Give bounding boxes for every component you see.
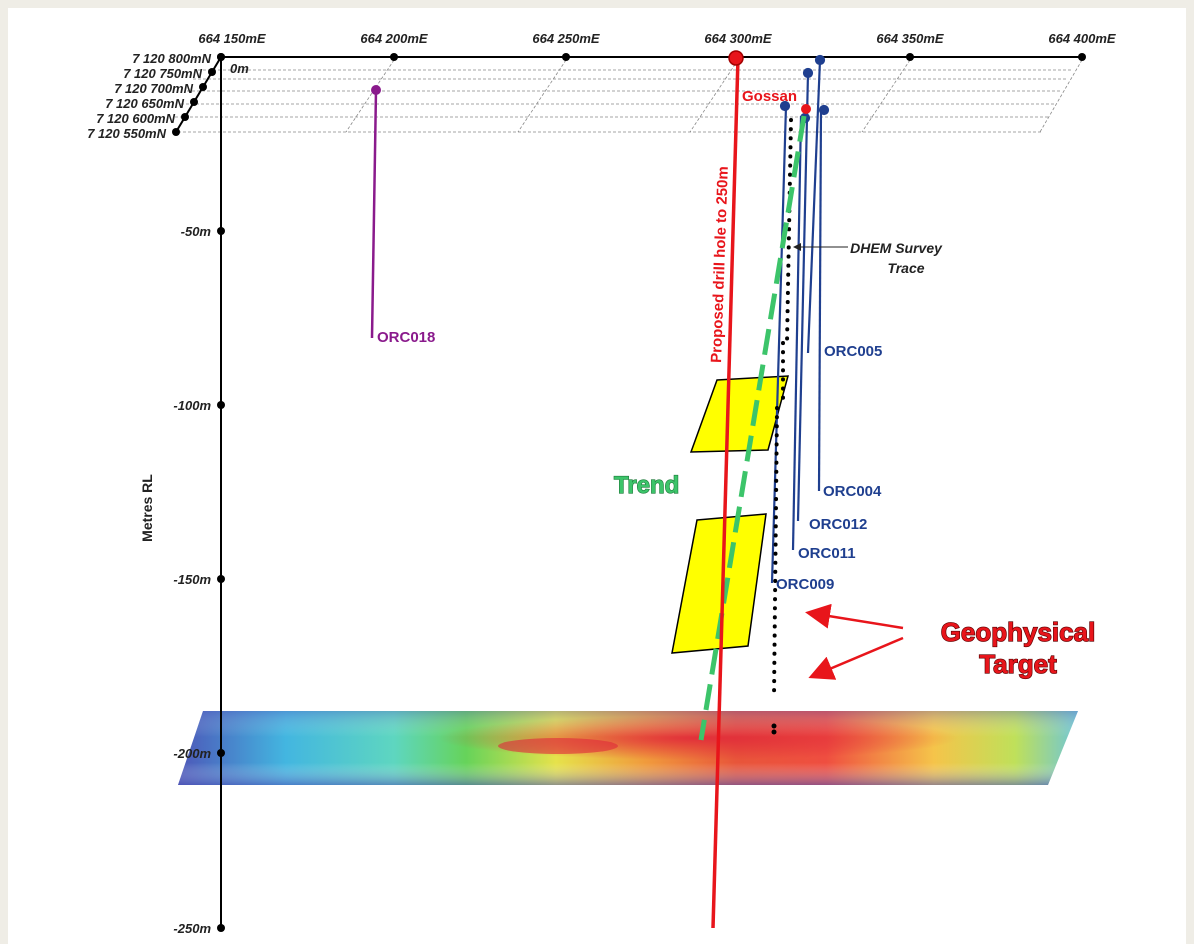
easting-tick [906, 53, 914, 61]
depth-label: -50m [181, 224, 212, 239]
proposed-hole-label: Proposed drill hole to 250m [708, 166, 732, 363]
northing-label: 7 120 750mN [123, 66, 202, 81]
target-label-line2: Target [979, 649, 1057, 679]
target-plate-upper [689, 375, 789, 453]
figure-frame: 664 150mE 664 200mE 664 250mE 664 300mE … [8, 8, 1186, 944]
easting-label: 664 300mE [704, 31, 772, 46]
orc009-label: ORC009 [776, 576, 834, 593]
vertical-axis-title: Metres RL [139, 474, 155, 542]
northing-label: 7 120 550mN [87, 126, 166, 141]
orc005-label: ORC005 [824, 343, 882, 360]
easting-label: 664 200mE [360, 31, 428, 46]
northing-tick [190, 98, 198, 106]
orc004-label: ORC004 [823, 483, 882, 500]
depth-label: -200m [173, 746, 211, 761]
northing-label: 7 120 800mN [132, 51, 211, 66]
depth-tick [217, 227, 225, 235]
orc011-label: ORC011 [798, 545, 856, 562]
gossan-marker [801, 104, 811, 114]
depth-tick [217, 401, 225, 409]
proposed-drill-hole [711, 57, 740, 929]
depth-label: -250m [173, 921, 211, 936]
dhem-conductivity-plate [178, 711, 1078, 785]
depth-tick [217, 575, 225, 583]
target-callout [805, 603, 904, 680]
northing-tick [217, 53, 225, 61]
northing-tick [172, 128, 180, 136]
trend-label: Trend [614, 472, 679, 499]
northing-label: 7 120 600mN [96, 111, 175, 126]
depth-tick [217, 924, 225, 932]
trend-line [698, 115, 807, 741]
northing-axis: 7 120 800mN 7 120 750mN 7 120 700mN 7 12… [87, 51, 249, 141]
easting-tick [562, 53, 570, 61]
northing-label: 7 120 700mN [114, 81, 193, 96]
target-plates [671, 375, 789, 654]
gossan-label: Gossan [742, 88, 797, 105]
dhem-label-line1: DHEM Survey [850, 240, 943, 256]
surface-label: 0m [230, 61, 249, 76]
target-plate-lower [671, 513, 767, 654]
depth-label: -100m [173, 398, 211, 413]
easting-tick [390, 53, 398, 61]
historic-hole-labels: ORC005 ORC004 ORC012 ORC011 ORC009 [776, 343, 882, 593]
northing-tick [181, 113, 189, 121]
easting-label: 664 150mE [198, 31, 266, 46]
depth-label: -150m [173, 572, 211, 587]
dhem-trace-end [771, 723, 777, 735]
easting-label: 664 250mE [532, 31, 600, 46]
northing-tick [208, 68, 216, 76]
easting-label: 664 400mE [1048, 31, 1116, 46]
depth-tick [217, 749, 225, 757]
dhem-label-line2: Trace [887, 260, 924, 276]
plan-grid [173, 59, 1083, 133]
northing-label: 7 120 650mN [105, 96, 184, 111]
section-diagram: 664 150mE 664 200mE 664 250mE 664 300mE … [87, 31, 1116, 936]
drill-hole-orc018: ORC018 [370, 85, 435, 346]
orc012-label: ORC012 [809, 516, 867, 533]
easting-tick [1078, 53, 1086, 61]
easting-label: 664 350mE [876, 31, 944, 46]
proposed-collar [728, 50, 744, 66]
dhem-survey-trace [772, 118, 793, 700]
northing-tick [199, 83, 207, 91]
orc018-label: ORC018 [377, 329, 435, 346]
historic-holes [770, 54, 830, 584]
target-label-line1: Geophysical [941, 617, 1096, 647]
depth-axis: -50m -100m -150m -200m -250m Metres RL [139, 224, 225, 936]
